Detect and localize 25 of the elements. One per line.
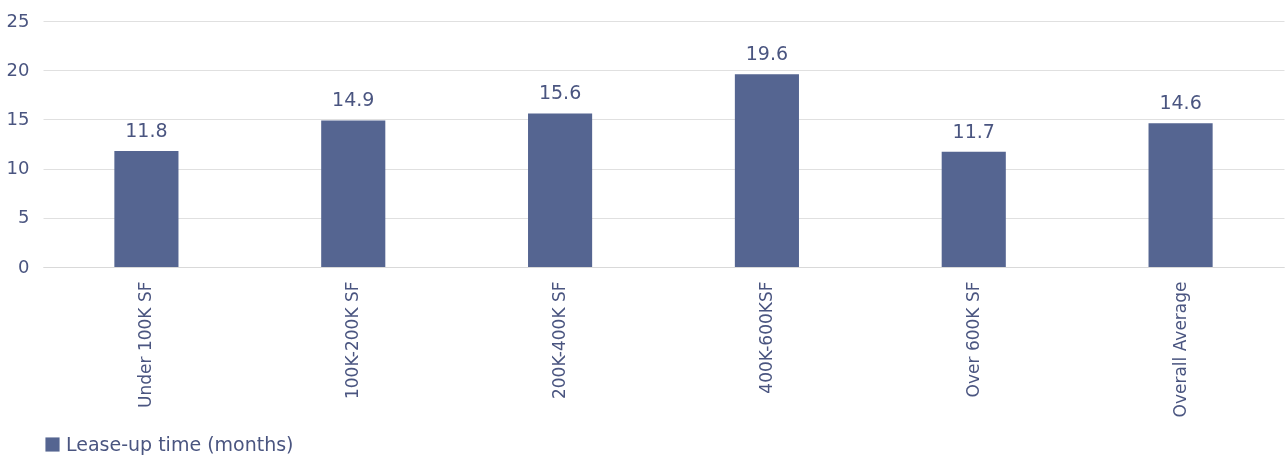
y-tick-label: 25 bbox=[6, 9, 30, 31]
y-tick-label: 20 bbox=[6, 58, 30, 80]
x-tick-label: Overall Average bbox=[1169, 281, 1190, 418]
data-label: 11.7 bbox=[952, 119, 995, 142]
bar bbox=[941, 151, 1006, 267]
bar bbox=[1148, 123, 1213, 267]
x-tick-label: 100K-200K SF bbox=[342, 281, 363, 400]
y-tick-label: 10 bbox=[6, 157, 30, 179]
x-tick-label: Over 600K SF bbox=[962, 281, 983, 398]
y-tick-label: 5 bbox=[18, 206, 30, 228]
x-tick-label: 400K-600KSF bbox=[755, 281, 776, 394]
data-label: 14.6 bbox=[1159, 91, 1202, 114]
bar bbox=[114, 150, 179, 267]
data-label: 14.9 bbox=[332, 88, 375, 111]
data-label: 19.6 bbox=[745, 42, 789, 65]
bar bbox=[528, 113, 593, 267]
y-tick-label: 0 bbox=[18, 255, 30, 277]
data-label: 15.6 bbox=[538, 81, 582, 104]
bar bbox=[321, 120, 386, 267]
legend-label: Lease-up time (months) bbox=[66, 432, 294, 455]
y-tick-label: 15 bbox=[6, 107, 30, 129]
x-tick-label: Under 100K SF bbox=[135, 281, 156, 408]
bar bbox=[734, 74, 799, 267]
x-tick-label: 200K-400K SF bbox=[549, 281, 570, 400]
data-label: 11.8 bbox=[125, 118, 168, 141]
